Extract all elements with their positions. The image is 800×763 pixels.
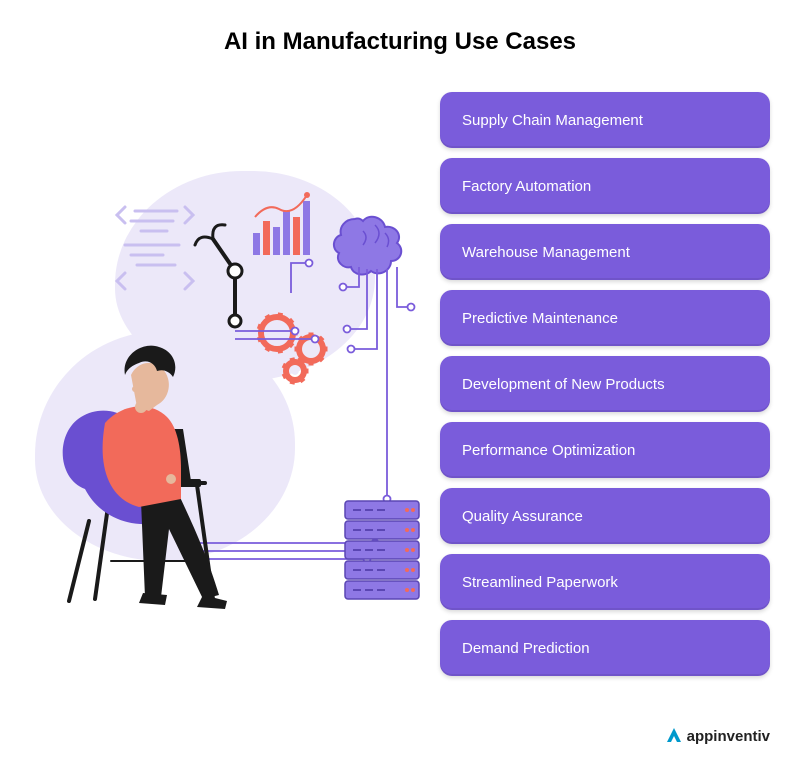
use-case-pill: Factory Automation — [440, 158, 770, 214]
use-case-pill: Demand Prediction — [440, 620, 770, 676]
illustration-svg — [45, 161, 425, 621]
main-container: Supply Chain Management Factory Automatio… — [0, 56, 800, 696]
use-case-pill: Development of New Products — [440, 356, 770, 412]
use-case-pill: Supply Chain Management — [440, 92, 770, 148]
use-case-pill: Predictive Maintenance — [440, 290, 770, 346]
use-case-pill: Quality Assurance — [440, 488, 770, 544]
use-case-pill: Streamlined Paperwork — [440, 554, 770, 610]
illustration-panel — [30, 86, 440, 696]
brand-logo-icon — [665, 727, 683, 745]
page-title: AI in Manufacturing Use Cases — [0, 0, 800, 56]
pill-list: Supply Chain Management Factory Automatio… — [440, 86, 770, 696]
illustration — [45, 161, 425, 621]
use-case-pill: Performance Optimization — [440, 422, 770, 478]
footer-brand: appinventiv — [665, 727, 770, 745]
use-case-pill: Warehouse Management — [440, 224, 770, 280]
brand-name: appinventiv — [687, 728, 770, 745]
